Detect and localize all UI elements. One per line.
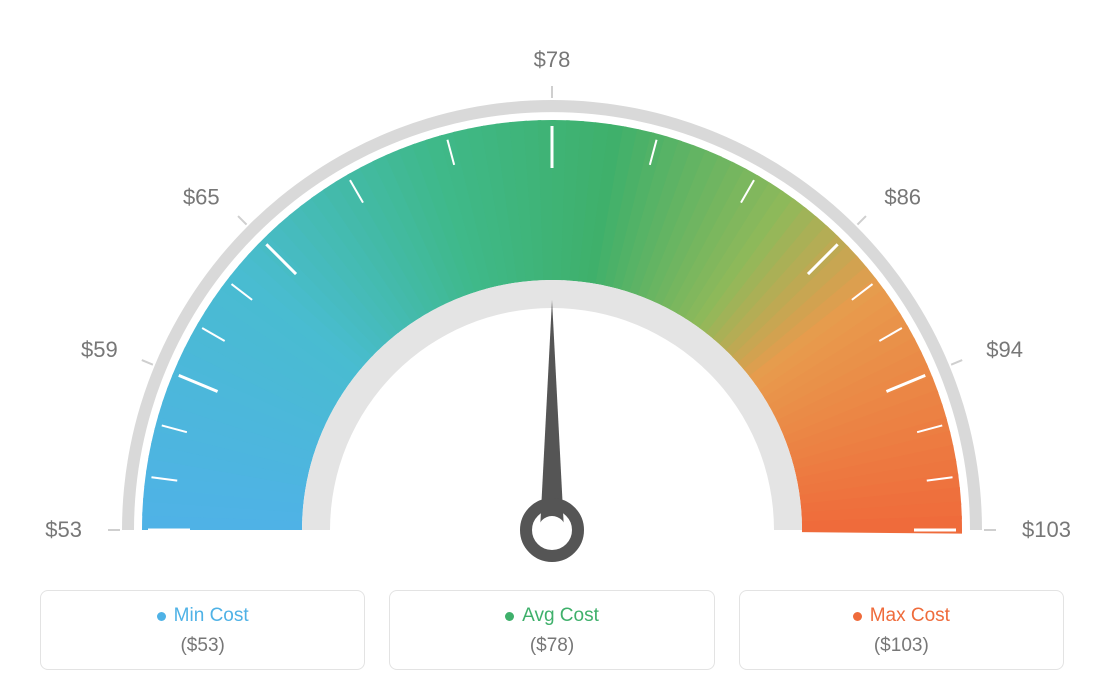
legend-max-dot (853, 612, 862, 621)
legend-avg: Avg Cost ($78) (389, 590, 714, 670)
gauge: $53 $59 $65 $78 $86 $94 $103 (0, 0, 1104, 570)
legend-min-dot (157, 612, 166, 621)
gauge-chart-container: $53 $59 $65 $78 $86 $94 $103 Min Cost ($53) Av… (0, 0, 1104, 690)
svg-text:$53: $53 (45, 517, 82, 542)
legend-row: Min Cost ($53) Avg Cost ($78) Max Cost (… (40, 590, 1064, 670)
svg-text:$94: $94 (986, 337, 1023, 362)
svg-text:$78: $78 (534, 47, 571, 72)
legend-avg-label: Avg Cost (522, 605, 599, 627)
legend-min-value: ($53) (51, 635, 354, 657)
legend-max-title: Max Cost (853, 605, 950, 627)
legend-avg-dot (505, 612, 514, 621)
legend-min: Min Cost ($53) (40, 590, 365, 670)
svg-text:$65: $65 (183, 185, 220, 210)
svg-text:$103: $103 (1022, 517, 1071, 542)
legend-avg-title: Avg Cost (505, 605, 599, 627)
legend-min-title: Min Cost (157, 605, 249, 627)
legend-max-label: Max Cost (870, 605, 950, 627)
svg-text:$86: $86 (884, 185, 921, 210)
svg-text:$59: $59 (81, 337, 118, 362)
legend-max: Max Cost ($103) (739, 590, 1064, 670)
legend-min-label: Min Cost (174, 605, 249, 627)
legend-max-value: ($103) (750, 635, 1053, 657)
legend-avg-value: ($78) (400, 635, 703, 657)
